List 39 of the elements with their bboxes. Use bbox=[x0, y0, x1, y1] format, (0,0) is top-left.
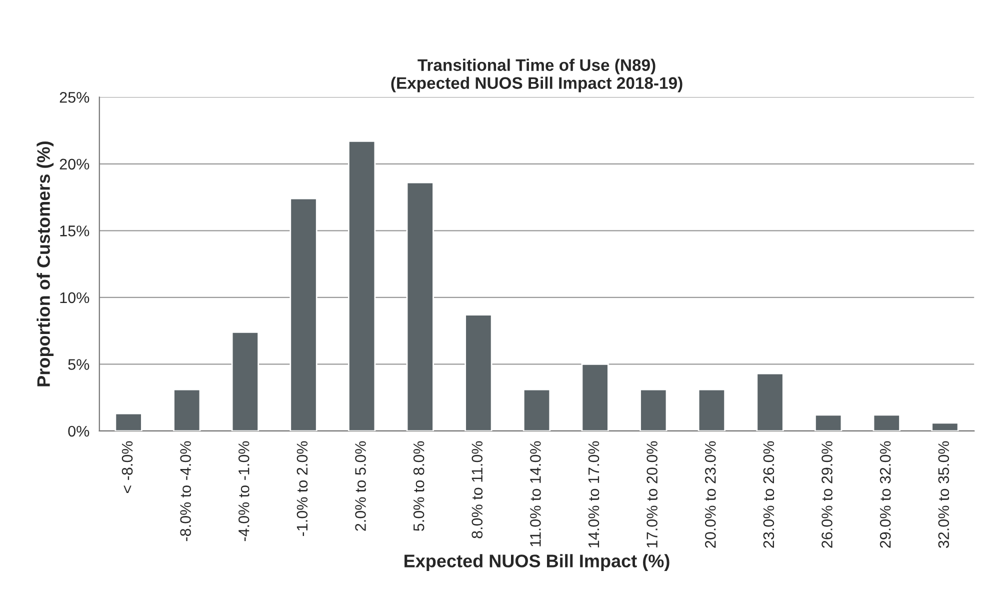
bar bbox=[114, 412, 142, 431]
y-tick-label: 15% bbox=[60, 226, 90, 236]
x-tick-label: 17.0% to 20.0% bbox=[646, 441, 658, 548]
y-tick-label: 10% bbox=[60, 292, 90, 304]
x-tick-label: 23.0% to 26.0% bbox=[763, 441, 774, 548]
x-tick-label: 29.0% to 32.0% bbox=[880, 441, 891, 548]
y-tick-label: 25% bbox=[60, 92, 90, 103]
bar bbox=[931, 422, 959, 431]
bar bbox=[522, 388, 551, 431]
x-tick-label: 2.0% to 5.0% bbox=[355, 441, 366, 531]
x-tick-label: 11.0% to 14.0% bbox=[530, 441, 541, 546]
bar bbox=[464, 314, 492, 431]
x-tick-label: < -8.0% bbox=[122, 441, 133, 494]
bar bbox=[173, 388, 201, 431]
y-tick-label: 20% bbox=[60, 158, 90, 170]
y-tick-label: 5% bbox=[68, 359, 90, 370]
y-axis-title: Proportion of Customers (%) bbox=[36, 142, 54, 386]
x-tick-label: 14.0% to 17.0% bbox=[588, 441, 600, 548]
x-tick-label: -8.0% to -4.0% bbox=[180, 441, 191, 542]
x-tick-label: 8.0% to 11.0% bbox=[472, 441, 483, 538]
bar bbox=[640, 388, 668, 431]
bar bbox=[581, 364, 609, 431]
x-axis-title: Expected NUOS Bill Impact (%) bbox=[404, 554, 670, 571]
bar bbox=[290, 198, 318, 431]
x-tick-label: 32.0% to 35.0% bbox=[938, 441, 950, 548]
bar bbox=[231, 331, 259, 431]
x-tick-label: -1.0% to 2.0% bbox=[296, 441, 308, 536]
y-tick-label: 0% bbox=[68, 426, 90, 437]
x-tick-label: 20.0% to 23.0% bbox=[704, 441, 716, 548]
bar bbox=[814, 414, 842, 431]
bar bbox=[406, 182, 434, 431]
x-tick-label: -4.0% to -1.0% bbox=[238, 441, 250, 542]
bar bbox=[348, 140, 376, 431]
x-tick-label: 5.0% to 8.0% bbox=[413, 441, 424, 531]
x-tick-label: 26.0% to 29.0% bbox=[822, 441, 832, 548]
bar bbox=[872, 414, 900, 431]
chart-title: Transitional Time of Use (N89) (Expected NUOS Bill Impact 2018-19) bbox=[391, 58, 682, 92]
bar bbox=[756, 372, 784, 431]
bar bbox=[698, 388, 726, 431]
